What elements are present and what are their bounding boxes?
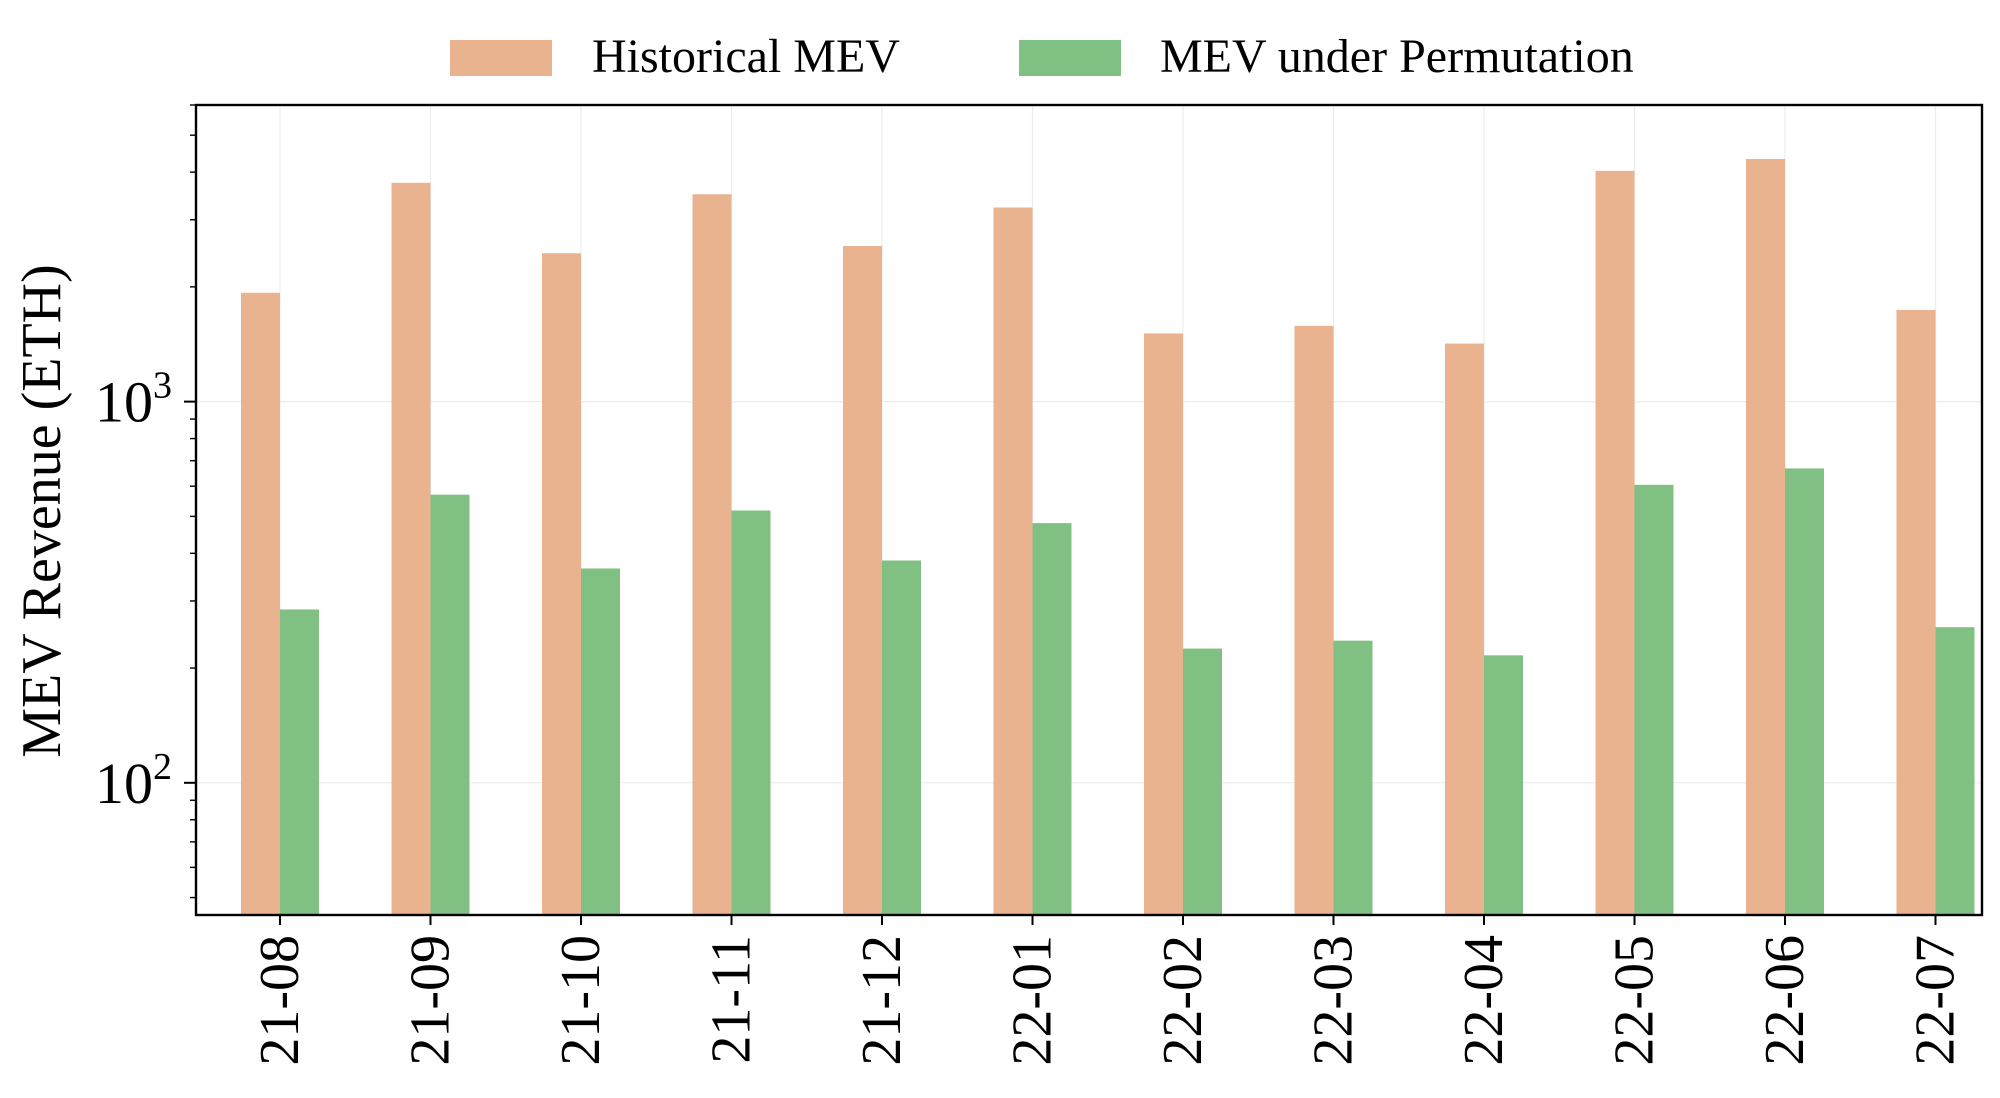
bar-mev-under-permutation <box>1032 523 1072 915</box>
bar-mev-under-permutation <box>1183 648 1222 915</box>
x-tick-label: 22-01 <box>1002 935 1064 1066</box>
bars <box>241 159 1975 916</box>
bar-historical-mev <box>391 182 431 915</box>
bar-mev-under-permutation <box>430 494 470 915</box>
x-tick-label: 22-02 <box>1152 935 1214 1066</box>
x-tick-label: 22-06 <box>1754 935 1816 1066</box>
bar-mev-under-permutation <box>1785 468 1824 915</box>
x-tick-label: 21-11 <box>701 935 763 1064</box>
y-axis-label: MEV Revenue (ETH) <box>11 264 73 758</box>
x-tick-label: 22-07 <box>1905 935 1967 1066</box>
bar-mev-under-permutation <box>1333 640 1373 915</box>
bar-mev-under-permutation <box>1935 627 1975 915</box>
x-tick-label: 21-12 <box>851 935 913 1066</box>
bar-historical-mev <box>1294 325 1334 916</box>
y-tick-label: 102 <box>95 746 172 816</box>
x-tick-label: 21-10 <box>550 935 612 1066</box>
x-tick-label: 21-08 <box>249 935 311 1066</box>
plot-frame <box>194 103 1984 917</box>
axes: 21-08 21-09 21-10 21-11 21-12 22-01 22-02 22-03… <box>95 103 1984 1066</box>
y-tick-label: 103 <box>95 365 172 435</box>
bar-historical-mev <box>1445 343 1484 915</box>
legend-swatch <box>1019 40 1121 76</box>
bar-mev-under-permutation <box>731 510 771 915</box>
x-tick-label: 22-05 <box>1604 935 1666 1066</box>
bar-historical-mev <box>241 292 280 915</box>
bar-historical-mev <box>692 194 732 915</box>
legend-label: Historical MEV <box>592 30 900 83</box>
bar-mev-under-permutation <box>581 568 620 915</box>
x-tick-label: 22-04 <box>1453 935 1515 1066</box>
legend-swatch <box>450 40 552 76</box>
bar-mev-under-permutation <box>882 560 921 915</box>
bar-historical-mev <box>1746 159 1785 915</box>
bar-mev-under-permutation <box>280 609 319 915</box>
bar-mev-under-permutation <box>1484 655 1523 915</box>
bar-historical-mev <box>1595 170 1635 915</box>
bar-mev-under-permutation <box>1634 484 1674 915</box>
bar-historical-mev <box>542 253 581 916</box>
x-tick-label: 22-03 <box>1303 935 1365 1066</box>
bar-historical-mev <box>1144 333 1183 916</box>
bar-historical-mev <box>843 246 882 915</box>
bar-historical-mev <box>1896 309 1936 916</box>
legend-label: MEV under Permutation <box>1160 30 1634 83</box>
legend: Historical MEV MEV under Permutation <box>450 30 1634 83</box>
bar-historical-mev <box>993 207 1033 915</box>
x-tick-label: 21-09 <box>400 935 462 1066</box>
